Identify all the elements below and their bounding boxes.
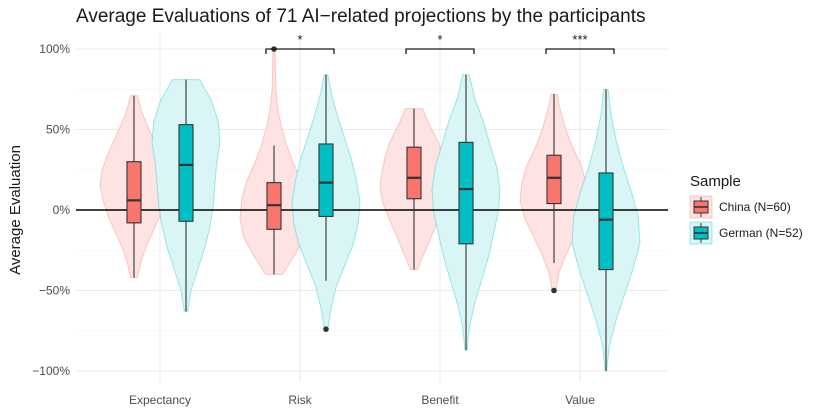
x-tick-label: Benefit xyxy=(421,393,459,407)
box xyxy=(598,172,614,271)
chart-title: Average Evaluations of 71 AI−related pro… xyxy=(76,6,645,27)
y-tick-label: 50% xyxy=(46,123,70,137)
box xyxy=(126,161,142,224)
outlier-point xyxy=(551,287,557,294)
outlier-point xyxy=(323,326,329,332)
y-tick-label: −50% xyxy=(39,284,70,298)
significance-brackets: * * *** xyxy=(265,32,615,54)
x-axis-ticks: Expectancy Risk Benefit Value xyxy=(129,393,595,407)
y-axis-title: Average Evaluation xyxy=(7,145,24,275)
x-tick-label: Expectancy xyxy=(129,393,191,407)
significance-label: *** xyxy=(572,32,587,47)
significance-label: * xyxy=(437,32,442,47)
box xyxy=(546,154,562,205)
significance-bracket xyxy=(405,48,475,54)
box xyxy=(406,146,422,200)
x-tick-label: Risk xyxy=(288,393,312,407)
significance-bracket xyxy=(265,48,335,54)
boxplots xyxy=(126,46,614,371)
y-tick-label: 100% xyxy=(39,42,70,56)
y-tick-label: −100% xyxy=(32,364,70,378)
legend: Sample China (N=60) German (N=52) xyxy=(689,173,803,245)
legend-title: Sample xyxy=(690,173,741,190)
legend-label: German (N=52) xyxy=(719,226,803,240)
box xyxy=(318,143,334,217)
box xyxy=(178,124,194,222)
box xyxy=(458,141,474,245)
legend-label: China (N=60) xyxy=(719,200,791,214)
x-tick-label: Value xyxy=(565,393,595,407)
significance-label: * xyxy=(297,32,302,47)
y-axis-ticks: −100% −50% 0% 50% 100% xyxy=(32,42,70,378)
significance-bracket xyxy=(545,48,615,54)
y-tick-label: 0% xyxy=(53,203,71,217)
